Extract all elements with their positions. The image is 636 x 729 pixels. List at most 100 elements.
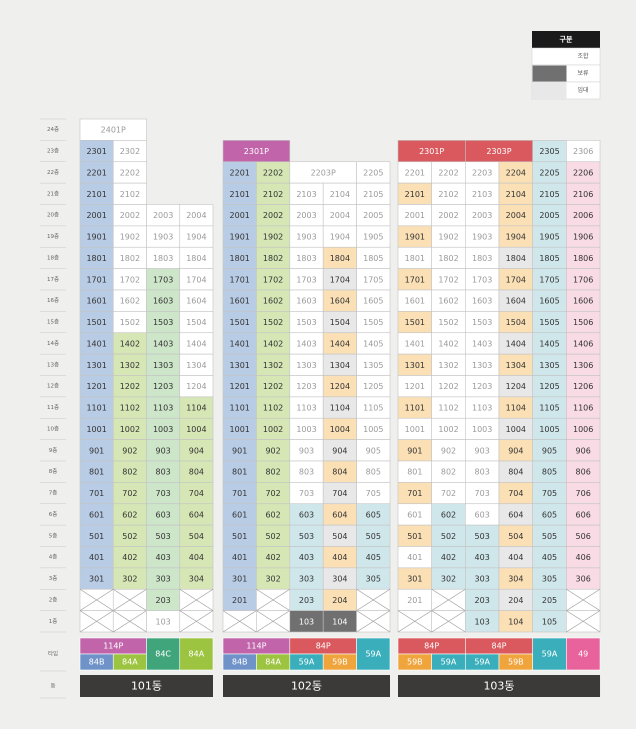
unit-label: 2202 — [263, 168, 283, 177]
unit-label: 1201 — [86, 382, 106, 391]
type-label: 59B — [332, 658, 348, 667]
unit-label: 903 — [155, 446, 170, 455]
unit-label: 605 — [366, 510, 381, 519]
floor-label: 18층 — [47, 253, 59, 261]
unit-label: 1301 — [86, 361, 106, 370]
unit-label: 402 — [441, 553, 456, 562]
unit-label: 401 — [407, 553, 422, 562]
unit-label: 2005 — [539, 211, 559, 220]
unit-label: 1201 — [405, 382, 425, 391]
type-label: 84A — [265, 658, 281, 667]
unit-label: 2101 — [86, 190, 106, 199]
unit-label: 704 — [189, 489, 204, 498]
unit-label: 801 — [89, 468, 104, 477]
type-label: 59A — [299, 658, 315, 667]
unit-label: 1503 — [153, 318, 173, 327]
unit-label: 1901 — [230, 233, 250, 242]
unit-label: 302 — [441, 575, 456, 584]
unit-label: 1601 — [86, 297, 106, 306]
unit-label: 1505 — [539, 318, 559, 327]
unit-label: 1203 — [296, 382, 316, 391]
unit-label: 1404 — [330, 339, 350, 348]
unit-label: 2002 — [438, 211, 458, 220]
unit-label: 2204 — [506, 168, 526, 177]
unit-label: 2305 — [539, 147, 559, 156]
unit-label: 2302 — [120, 147, 140, 156]
legend-label: 조합 — [577, 52, 589, 60]
unit-label: 402 — [122, 553, 137, 562]
unit-label: 1602 — [120, 297, 140, 306]
unit-label: 2306 — [573, 147, 593, 156]
floor-label: 19층 — [47, 232, 59, 240]
unit-label: 302 — [122, 575, 137, 584]
unit-label: 201 — [407, 596, 422, 605]
unit-label: 701 — [232, 489, 247, 498]
floor-label: 13층 — [47, 360, 59, 368]
unit-label: 603 — [299, 510, 314, 519]
unit-label: 2004 — [506, 211, 526, 220]
unit-label: 705 — [366, 489, 381, 498]
unit-label: 1704 — [186, 275, 206, 284]
unit-label: 1905 — [363, 233, 383, 242]
unit-label: 1802 — [120, 254, 140, 263]
dong-name: 101동 — [131, 680, 162, 693]
unit-label: 404 — [189, 553, 204, 562]
type-label: 타입 — [48, 650, 58, 658]
unit-label: 806 — [576, 468, 591, 477]
unit-label: 204 — [508, 596, 523, 605]
unit-label: 603 — [475, 510, 490, 519]
unit-label: 1204 — [186, 382, 206, 391]
unit-label: 2301P — [419, 147, 444, 156]
unit-label: 1804 — [330, 254, 350, 263]
pilotis-cross — [179, 588, 214, 611]
unit-label: 301 — [407, 575, 422, 584]
unit-label: 2101 — [230, 190, 250, 199]
unit-label: 103 — [155, 617, 170, 626]
unit-label: 1204 — [506, 382, 526, 391]
legend-header — [532, 31, 600, 48]
unit-label: 1801 — [230, 254, 250, 263]
unit-label: 1903 — [472, 233, 492, 242]
unit-label: 1604 — [186, 297, 206, 306]
unit-label: 1505 — [363, 318, 383, 327]
legend-swatch — [532, 65, 567, 82]
unit-label: 1001 — [86, 425, 106, 434]
unit-label: 702 — [265, 489, 280, 498]
unit-label: 1805 — [539, 254, 559, 263]
floor-label: 4층 — [49, 553, 58, 561]
unit-label: 1101 — [230, 404, 250, 413]
unit-label: 702 — [441, 489, 456, 498]
unit-label: 1604 — [506, 297, 526, 306]
unit-label: 1203 — [153, 382, 173, 391]
unit-label: 2005 — [363, 211, 383, 220]
unit-label: 1703 — [153, 275, 173, 284]
legend-swatch — [532, 82, 567, 99]
unit-label: 1302 — [263, 361, 283, 370]
unit-label: 1403 — [472, 339, 492, 348]
unit-label: 701 — [407, 489, 422, 498]
floor-label: 3층 — [49, 574, 58, 582]
unit-label: 2202 — [120, 168, 140, 177]
unit-label: 601 — [407, 510, 422, 519]
unit-label: 1401 — [86, 339, 106, 348]
unit-label: 1805 — [363, 254, 383, 263]
unit-label: 1204 — [330, 382, 350, 391]
unit-label: 2105 — [363, 190, 383, 199]
unit-label: 304 — [189, 575, 204, 584]
unit-label: 1401 — [230, 339, 250, 348]
unit-label: 501 — [232, 532, 247, 541]
unit-label: 2004 — [186, 211, 206, 220]
unit-label: 904 — [508, 446, 523, 455]
unit-label: 602 — [441, 510, 456, 519]
unit-label: 2301 — [86, 147, 106, 156]
unit-label: 1201 — [230, 382, 250, 391]
unit-label: 1304 — [506, 361, 526, 370]
unit-label: 1503 — [296, 318, 316, 327]
unit-label: 2205 — [539, 168, 559, 177]
unit-label: 802 — [122, 468, 137, 477]
type-cell — [532, 637, 567, 671]
type-label: 59A — [441, 658, 457, 667]
unit-label: 1802 — [263, 254, 283, 263]
unit-label: 1003 — [296, 425, 316, 434]
unit-label: 2002 — [120, 211, 140, 220]
